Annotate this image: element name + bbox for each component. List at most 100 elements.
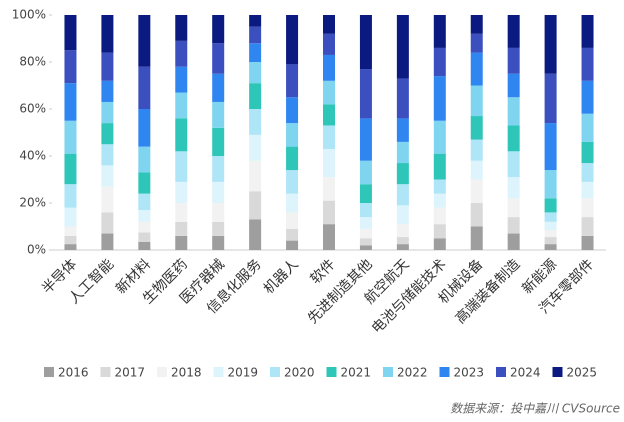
bar-segment — [101, 165, 114, 187]
bar-segment — [64, 235, 77, 245]
bar-segment — [101, 52, 114, 81]
legend-swatch — [44, 367, 54, 377]
bar-segment — [286, 170, 299, 194]
legend-swatch — [552, 367, 563, 377]
bar-segment — [470, 52, 483, 86]
bar-segment — [581, 235, 594, 250]
bar-segment — [175, 118, 188, 152]
bar-segment — [507, 97, 520, 126]
bar-segment — [138, 172, 151, 194]
bar-segment — [101, 144, 114, 166]
bar-segment — [323, 33, 335, 55]
bar-segment — [544, 244, 557, 250]
bar-segment — [507, 217, 520, 234]
bar-segment — [396, 163, 409, 185]
bar-segment — [138, 221, 151, 233]
bar-segment — [359, 160, 372, 185]
bar-segment — [359, 184, 372, 203]
bar-segment — [507, 73, 520, 98]
bar-segment — [544, 237, 557, 245]
bar-segment — [433, 153, 446, 180]
bar-segment — [175, 181, 188, 203]
bar-segment — [544, 212, 557, 222]
bar-segment — [138, 66, 151, 109]
bar-segment — [581, 163, 594, 182]
legend-label: 2017 — [115, 366, 146, 380]
bar-segment — [249, 26, 262, 44]
bar-segment — [286, 64, 299, 98]
bar-segment — [138, 193, 151, 211]
bar-segment — [359, 203, 372, 218]
legend-label: 2016 — [58, 366, 89, 380]
bar-segment — [433, 120, 446, 154]
bar-segment — [470, 33, 483, 53]
bar-segment — [507, 125, 520, 152]
bar-segment — [323, 80, 335, 105]
bar-segment — [212, 203, 225, 222]
bar-segment — [581, 181, 594, 199]
bar-segment — [175, 40, 188, 67]
bar-segment — [396, 15, 409, 79]
bar-segment — [286, 193, 299, 213]
bar-segment — [249, 62, 262, 84]
bar-segment — [64, 120, 77, 154]
bar-segment — [286, 228, 299, 241]
bar-segment — [581, 141, 594, 164]
bar-segment — [433, 76, 446, 121]
bar-segment — [323, 15, 335, 34]
bar-segment — [544, 170, 557, 199]
bar-segment — [396, 118, 409, 142]
bar-segment — [101, 80, 114, 102]
bar-segment — [212, 15, 225, 44]
bar-segment — [212, 181, 225, 203]
bar-segment — [470, 179, 483, 203]
bar-segment — [64, 184, 77, 208]
bar-segment — [433, 238, 446, 250]
legend-swatch — [270, 367, 280, 377]
bar-segment — [470, 160, 483, 180]
bar-segment — [101, 101, 114, 124]
bar-segment — [323, 54, 335, 81]
bar-segment — [581, 47, 594, 81]
bar-segment — [433, 47, 446, 77]
bar-segment — [359, 228, 372, 239]
bar-segment — [581, 198, 594, 218]
legend-swatch — [496, 367, 506, 377]
bar-segment — [286, 146, 299, 171]
bar-segment — [433, 207, 446, 225]
bar-segment — [359, 245, 372, 250]
bar-segment — [249, 15, 262, 27]
bar-segment — [433, 224, 446, 239]
bar-segment — [249, 191, 262, 220]
bar-segment — [175, 15, 188, 41]
y-tick-label: 0% — [27, 243, 46, 257]
bar-segment — [470, 15, 483, 34]
bar-segment — [433, 15, 446, 48]
bar-segment — [138, 15, 151, 67]
bar-segment — [138, 109, 151, 147]
bar-segment — [323, 104, 335, 126]
bar-segment — [212, 235, 225, 250]
legend-swatch — [439, 367, 450, 377]
bar-segment — [470, 226, 483, 250]
bar-segment — [138, 210, 151, 222]
bar-segment — [212, 221, 225, 236]
bar-segment — [396, 78, 409, 119]
legend-label: 2024 — [510, 366, 541, 380]
legend-label: 2025 — [567, 366, 598, 380]
bar-segment — [101, 186, 114, 213]
bar-segment — [507, 198, 520, 218]
bar-segment — [470, 203, 483, 227]
legend-label: 2023 — [454, 366, 485, 380]
legend-swatch — [213, 367, 224, 377]
bar-segment — [175, 221, 188, 236]
bar-segment — [249, 219, 262, 250]
bar-segment — [507, 177, 520, 199]
bar-segment — [470, 85, 483, 117]
y-tick-label: 80% — [19, 55, 46, 69]
bar-segment — [396, 224, 409, 238]
bar-segment — [175, 66, 188, 93]
bar-segment — [323, 200, 335, 225]
legend-label: 2020 — [284, 366, 315, 380]
